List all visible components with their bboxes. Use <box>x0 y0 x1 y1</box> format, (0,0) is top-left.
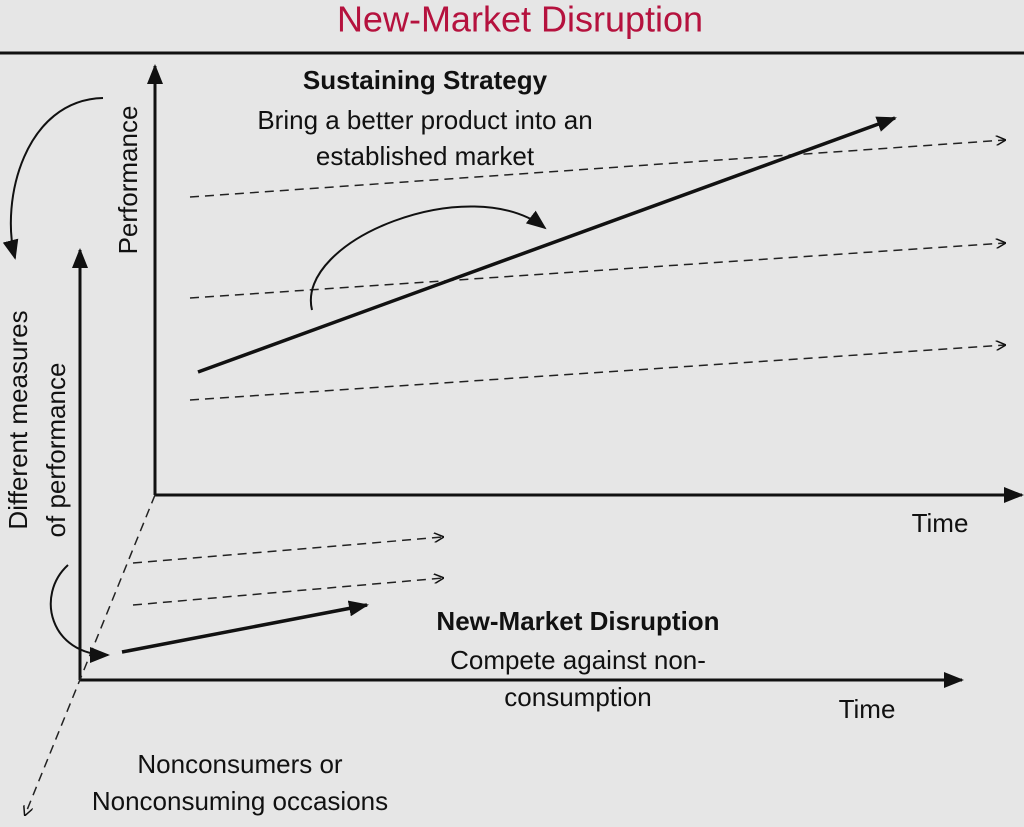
axis-label: Time <box>839 694 896 724</box>
axis-label: Nonconsumers or <box>137 749 343 779</box>
title: New-Market Disruption <box>337 0 703 40</box>
description: Bring a better product into an <box>257 105 592 135</box>
upper-axes <box>147 64 1024 503</box>
description: established market <box>316 141 535 171</box>
axis-label: Time <box>912 508 969 538</box>
heading: Sustaining Strategy <box>303 65 548 95</box>
axis-label: of performance <box>41 363 71 538</box>
lower-axes <box>2 97 964 815</box>
axis-label: Performance <box>113 106 143 255</box>
axis-label: Nonconsuming occasions <box>92 786 388 816</box>
heading: New-Market Disruption <box>436 606 719 636</box>
axis-label: Different measures <box>3 310 33 529</box>
description: Compete against non- <box>450 645 706 675</box>
description: consumption <box>504 682 651 712</box>
